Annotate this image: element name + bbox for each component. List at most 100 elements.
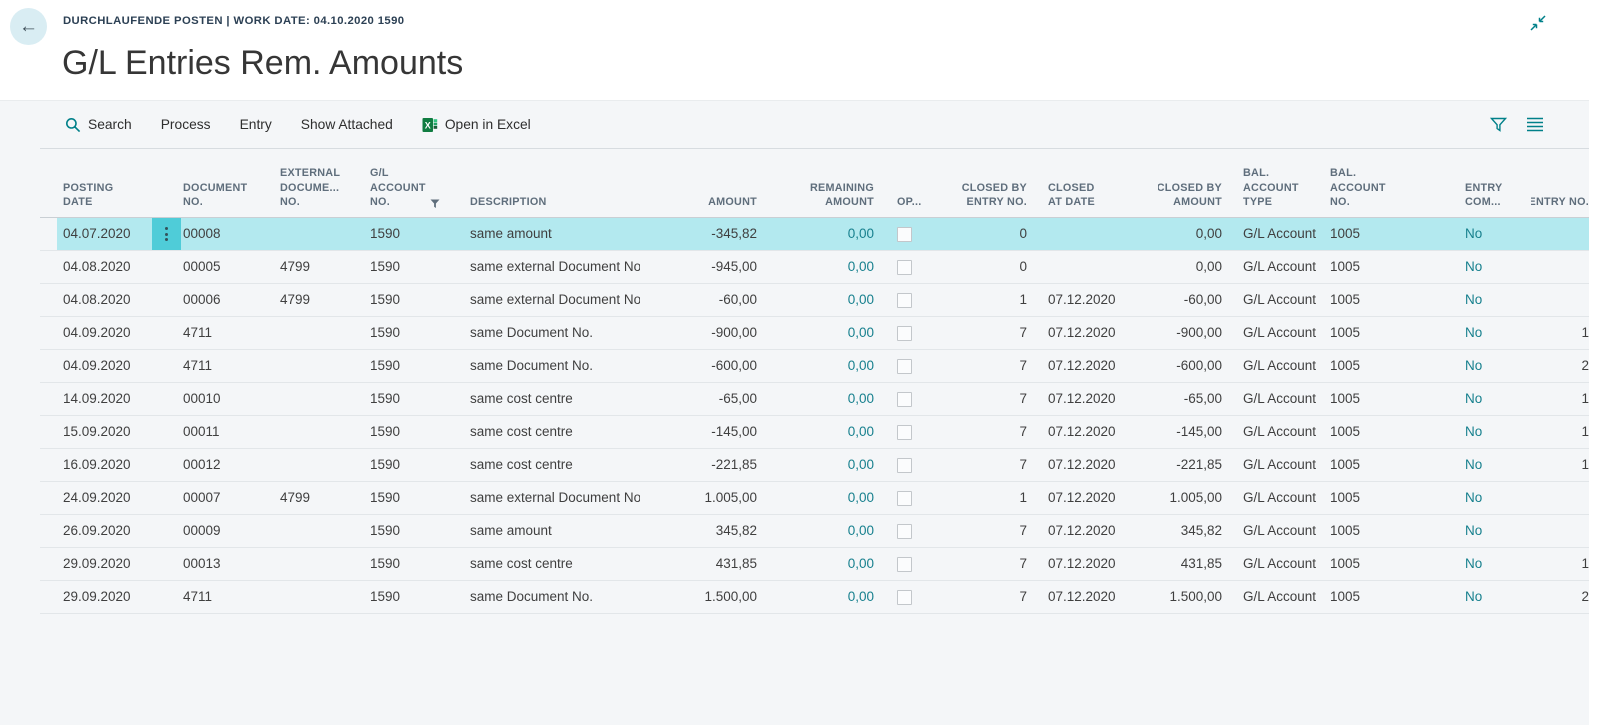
column-header-open[interactable]: OP... [877,149,922,217]
cell-external_document_no[interactable] [280,449,370,481]
cell-closed_by_amount[interactable]: -60,00 [1183,292,1222,307]
table-row[interactable]: 29.09.2020 4711 1590 same Document No. 1.500… [40,581,1589,614]
cell-gl_account_no[interactable]: 1590 [370,490,401,505]
cell-entry_no[interactable] [1531,515,1589,547]
cell-closed_by_entry_no[interactable]: 1 [1019,490,1027,505]
cell-document_no[interactable]: 00007 [183,490,221,505]
cell-closed_by_amount[interactable]: 0,00 [1195,226,1222,241]
cell-closed_by_entry_no[interactable]: 7 [1019,325,1027,340]
cell-entry_com[interactable]: No [1465,457,1483,472]
cell-gl_account_no[interactable]: 1590 [370,292,401,307]
column-header-entry_no[interactable]: ENTRY NO. [1531,149,1589,217]
back-button[interactable]: ← [10,8,47,45]
column-header-closed_at_date[interactable]: CLOSED AT DATE [1030,149,1158,217]
cell-closed_by_entry_no[interactable]: 7 [1019,358,1027,373]
cell-remaining_amount[interactable]: 0,00 [847,457,874,472]
cell-closed_by_amount[interactable]: -221,85 [1176,457,1222,472]
cell-entry_no[interactable]: 1 [1581,556,1589,571]
cell-posting_date[interactable]: 29.09.2020 [63,556,131,571]
cell-external_document_no[interactable]: 4799 [280,490,311,505]
cell-remaining_amount[interactable]: 0,00 [847,358,874,373]
open-checkbox[interactable] [897,292,912,308]
cell-remaining_amount[interactable]: 0,00 [847,292,874,307]
process-menu[interactable]: Process [161,117,211,132]
cell-amount[interactable]: -900,00 [711,325,757,340]
cell-bal_account_no[interactable]: 1005 [1330,325,1361,340]
table-row[interactable]: 04.09.2020 4711 1590 same Document No. -900,… [40,317,1589,350]
cell-entry_no[interactable]: 2 [1581,358,1589,373]
search-button[interactable]: Search [65,117,132,133]
cell-gl_account_no[interactable]: 1590 [370,457,401,472]
cell-remaining_amount[interactable]: 0,00 [847,424,874,439]
cell-closed_at_date[interactable]: 07.12.2020 [1048,457,1116,472]
open-checkbox[interactable] [897,226,912,242]
cell-external_document_no[interactable] [280,218,370,250]
cell-remaining_amount[interactable]: 0,00 [847,325,874,340]
cell-posting_date[interactable]: 16.09.2020 [63,457,131,472]
cell-description[interactable]: same cost centre [470,391,573,406]
cell-posting_date[interactable]: 26.09.2020 [63,523,131,538]
cell-closed_by_amount[interactable]: -600,00 [1176,358,1222,373]
cell-bal_account_type[interactable]: G/L Account [1243,391,1317,406]
table-row[interactable]: 04.08.2020 00005 4799 1590 same external Doc… [40,251,1589,284]
open-checkbox[interactable] [897,457,912,473]
cell-gl_account_no[interactable]: 1590 [370,325,401,340]
cell-remaining_amount[interactable]: 0,00 [847,523,874,538]
cell-closed_at_date[interactable]: 07.12.2020 [1048,556,1116,571]
cell-closed_at_date[interactable]: 07.12.2020 [1048,325,1116,340]
cell-gl_account_no[interactable]: 1590 [370,556,401,571]
column-header-external_document_no[interactable]: EXTERNAL DOCUME... NO. [280,149,370,217]
cell-document_no[interactable]: 00010 [183,391,221,406]
cell-entry_com[interactable]: No [1465,391,1483,406]
cell-closed_by_entry_no[interactable]: 7 [1019,424,1027,439]
cell-bal_account_type[interactable]: G/L Account [1243,226,1317,241]
filter-icon[interactable] [1490,117,1507,133]
cell-closed_at_date[interactable]: 07.12.2020 [1048,358,1116,373]
cell-closed_at_date[interactable]: 07.12.2020 [1048,490,1116,505]
cell-amount[interactable]: 345,82 [715,523,757,538]
cell-remaining_amount[interactable]: 0,00 [847,589,874,604]
cell-external_document_no[interactable] [280,515,370,547]
cell-description[interactable]: same cost centre [470,556,573,571]
list-icon[interactable] [1526,117,1544,132]
cell-document_no[interactable]: 00011 [183,424,220,439]
cell-closed_by_entry_no[interactable]: 7 [1019,457,1027,472]
show-attached-button[interactable]: Show Attached [301,117,393,132]
cell-entry_no[interactable] [1531,218,1589,250]
cell-amount[interactable]: -145,00 [711,424,757,439]
cell-external_document_no[interactable] [280,317,370,349]
cell-closed_by_amount[interactable]: 0,00 [1195,259,1222,274]
cell-description[interactable]: same Document No. [470,358,594,373]
cell-document_no[interactable]: 00006 [183,292,221,307]
cell-bal_account_type[interactable]: G/L Account [1243,490,1317,505]
cell-posting_date[interactable]: 04.08.2020 [63,259,131,274]
column-header-entry_com[interactable]: ENTRY COM... [1460,149,1531,217]
cell-gl_account_no[interactable]: 1590 [370,259,401,274]
open-checkbox[interactable] [897,424,912,440]
open-checkbox[interactable] [897,358,912,374]
cell-closed_by_amount[interactable]: -145,00 [1176,424,1222,439]
cell-gl_account_no[interactable]: 1590 [370,226,401,241]
cell-bal_account_no[interactable]: 1005 [1330,391,1361,406]
cell-external_document_no[interactable] [280,416,370,448]
cell-bal_account_type[interactable]: G/L Account [1243,358,1317,373]
open-checkbox[interactable] [897,325,912,341]
cell-closed_at_date[interactable]: 07.12.2020 [1048,589,1116,604]
cell-posting_date[interactable]: 04.07.2020 [63,226,131,241]
cell-closed_by_entry_no[interactable]: 7 [1019,391,1027,406]
cell-bal_account_type[interactable]: G/L Account [1243,457,1317,472]
cell-document_no[interactable]: 4711 [183,358,213,373]
table-row[interactable]: 16.09.2020 00012 1590 same cost centre -221,… [40,449,1589,482]
cell-document_no[interactable]: 00012 [183,457,221,472]
cell-bal_account_type[interactable]: G/L Account [1243,589,1317,604]
cell-description[interactable]: same external Document No. [470,490,640,505]
cell-description[interactable]: same cost centre [470,424,573,439]
cell-closed_by_amount[interactable]: -65,00 [1183,391,1222,406]
column-header-row_menu[interactable] [150,149,183,217]
cell-closed_by_entry_no[interactable]: 0 [1019,259,1027,274]
cell-amount[interactable]: -60,00 [718,292,757,307]
cell-external_document_no[interactable] [280,548,370,580]
table-row[interactable]: 04.09.2020 4711 1590 same Document No. -600,… [40,350,1589,383]
cell-external_document_no[interactable] [280,350,370,382]
cell-closed_at_date[interactable]: 07.12.2020 [1048,424,1116,439]
